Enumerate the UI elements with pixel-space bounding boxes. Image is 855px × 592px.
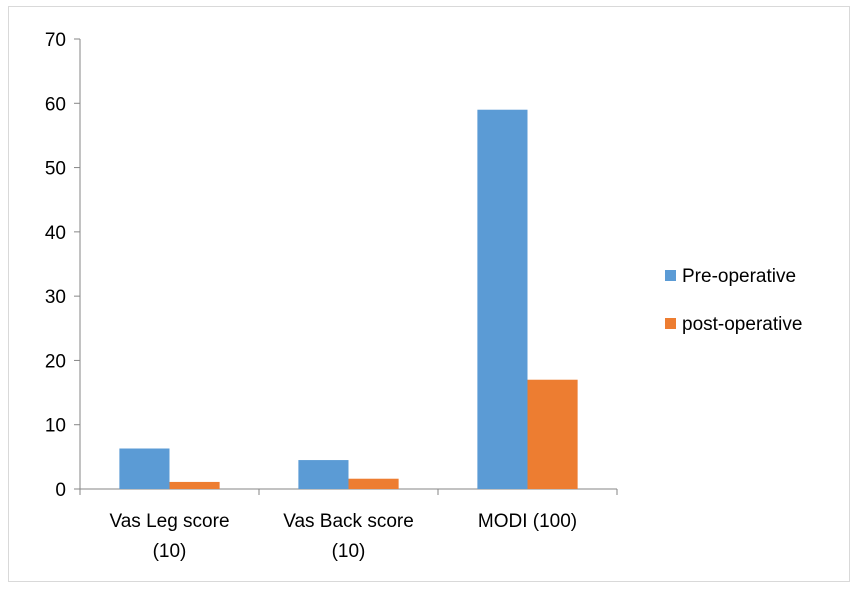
legend-swatch: [665, 270, 676, 281]
y-tick-label: 20: [45, 351, 66, 372]
y-tick-label: 50: [45, 159, 66, 180]
bar-post-operative: [169, 481, 220, 489]
y-tick-label: 60: [45, 94, 66, 115]
y-tick-label: 40: [45, 223, 66, 244]
y-tick-label: 70: [45, 30, 66, 51]
legend-swatch: [665, 318, 676, 329]
x-category-label: Vas Leg score: [109, 511, 229, 532]
x-category-label: (10): [153, 541, 187, 562]
y-tick-label: 10: [45, 416, 66, 437]
y-axis: 0 10 20 30 40 50 60 70: [45, 30, 81, 501]
bar-pre-operative: [298, 460, 349, 489]
x-category-label: Vas Back score: [283, 511, 414, 532]
y-tick-label: 30: [45, 287, 66, 308]
legend-label: Pre-operative: [682, 266, 796, 287]
x-category-label: MODI (100): [478, 511, 577, 532]
bar-pre-operative: [119, 448, 170, 489]
bars: [119, 109, 578, 489]
bar-pre-operative: [477, 109, 528, 489]
y-tick-label: 0: [55, 480, 66, 501]
legend-label: post-operative: [682, 314, 802, 335]
bar-post-operative: [348, 478, 399, 489]
x-category-label: (10): [332, 541, 366, 562]
bar-post-operative: [527, 379, 578, 489]
x-axis: Vas Leg score (10) Vas Back score (10) MODI …: [79, 488, 618, 562]
legend: Pre-operative post-operative: [665, 266, 802, 335]
